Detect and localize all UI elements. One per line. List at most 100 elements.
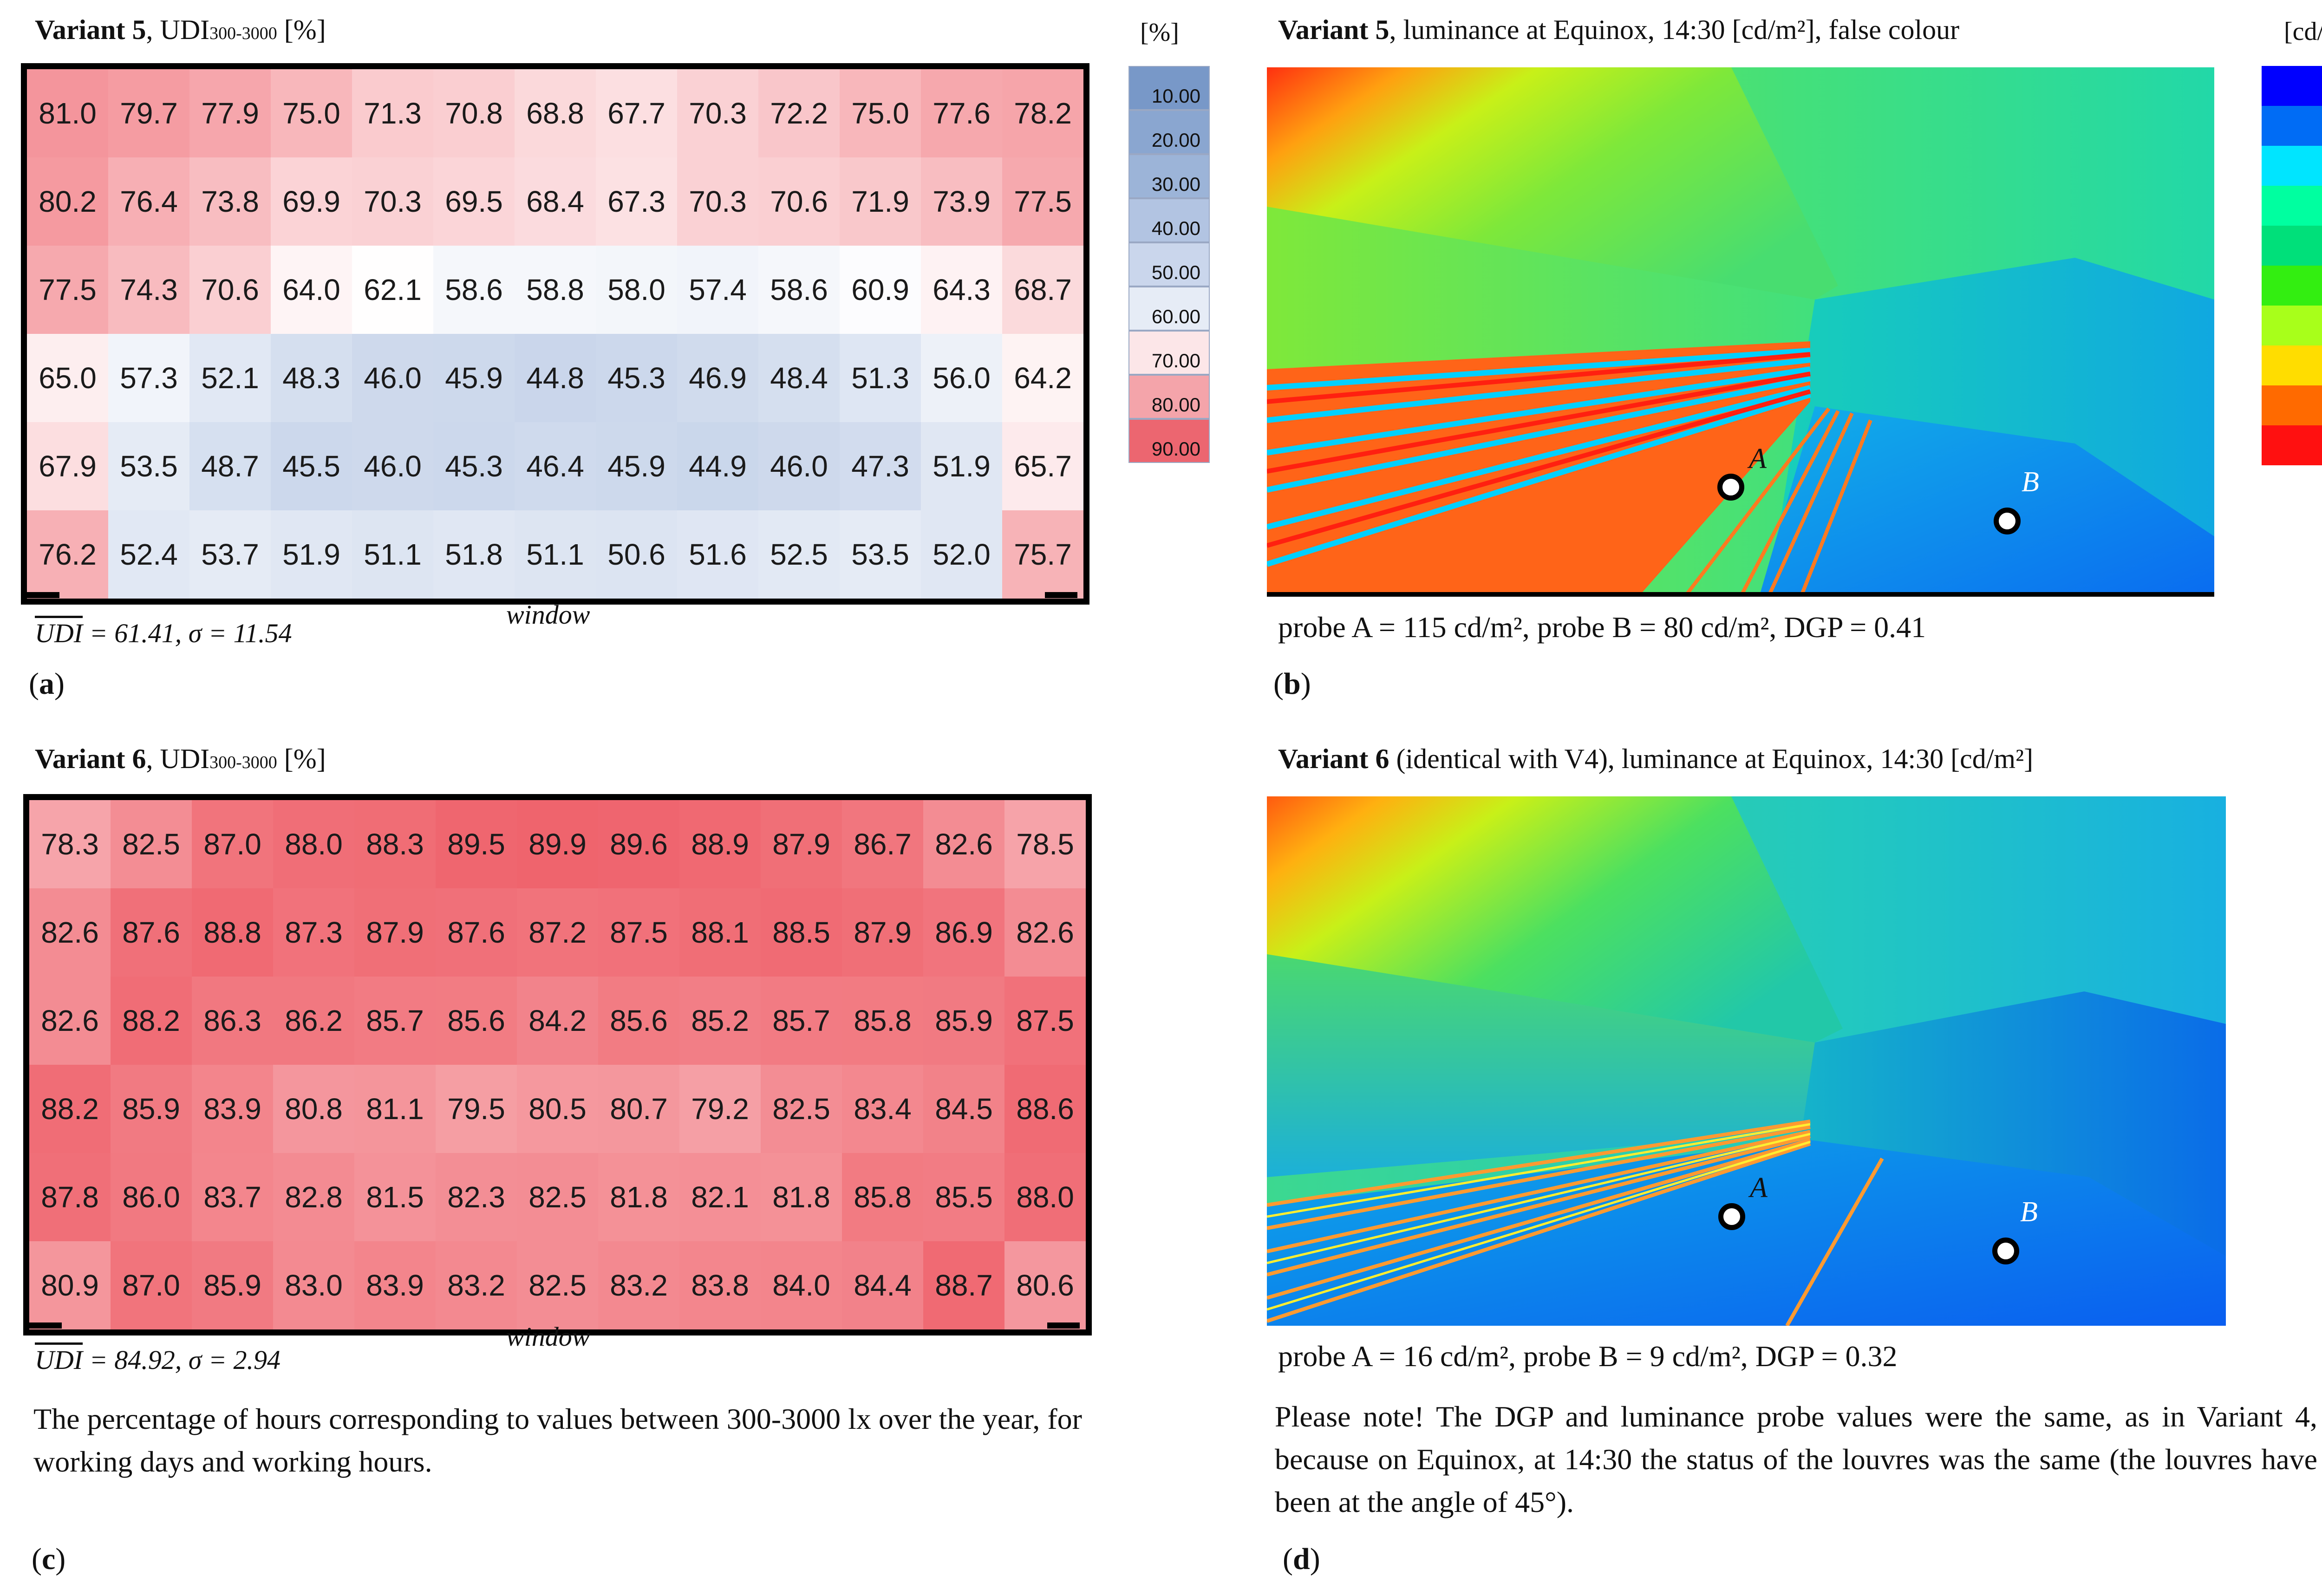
caption-c: The percentage of hours corresponding to…	[33, 1402, 1082, 1478]
heatmap-cell: 85.5	[923, 1153, 1004, 1241]
heatmap-cell: 81.8	[598, 1153, 679, 1241]
panel-d-title: Variant 6 (identical with V4), luminance…	[1278, 743, 2033, 775]
heatmap-cell: 58.6	[433, 246, 515, 334]
udi-stats-a: = 61.41, σ = 11.54	[83, 618, 292, 648]
heatmap-cell: 64.3	[921, 246, 1002, 334]
heatmap-cell: 58.0	[596, 246, 677, 334]
scale-b-title: [cd/m²]	[2284, 17, 2322, 46]
heatmap-cell: 58.6	[758, 246, 840, 334]
heatmap-cell: 70.3	[677, 157, 758, 246]
udi-heatmap-c: 78.3 82.5 87.0 88.0 88.3 89.5 89.9 89.6 88.9 87.9…	[23, 794, 1092, 1335]
legend-a-swatch: 80.00	[1128, 375, 1210, 419]
panel-b-title-rest: , luminance at Equinox, 14:30 [cd/m²], f…	[1389, 14, 1960, 45]
panel-a-title-variant: Variant 5	[35, 14, 146, 45]
heatmap-row: 80.9 87.0 85.9 83.0 83.9 83.2 82.5 83.2 83.8 84.0…	[29, 1241, 1086, 1329]
luminance-scale-row: 168	[2262, 186, 2322, 226]
legend-a-swatch: 90.00	[1128, 419, 1210, 463]
heatmap-cell: 77.6	[921, 69, 1002, 157]
heatmap-cell: 44.9	[677, 422, 758, 510]
luminance-scale-b: 04111516826835048882711601319	[2262, 66, 2322, 465]
heatmap-cell: 83.9	[354, 1241, 436, 1329]
heatmap-cell: 78.5	[1004, 800, 1086, 888]
heatmap-cell: 46.0	[758, 422, 840, 510]
heatmap-row: 67.9 53.5 48.7 45.5 46.0 45.3 46.4 45.9 44.9 46.0…	[27, 422, 1083, 510]
heatmap-cell: 80.2	[27, 157, 108, 246]
heatmap-cell: 83.2	[598, 1241, 679, 1329]
heatmap-cell: 80.8	[273, 1065, 354, 1153]
heatmap-cell: 83.9	[192, 1065, 273, 1153]
heatmap-cell: 88.8	[192, 888, 273, 977]
panel-a-title-unit: [%]	[277, 14, 326, 45]
luminance-scale-row: 268	[2262, 226, 2322, 266]
luminance-scale-row: 41	[2262, 106, 2322, 146]
heatmap-row: 65.0 57.3 52.1 48.3 46.0 45.9 44.8 45.3 46.9 48.4…	[27, 334, 1083, 422]
heatmap-cell: 86.3	[192, 977, 273, 1065]
window-label-c: window	[506, 1322, 590, 1352]
heatmap-cell: 82.3	[436, 1153, 517, 1241]
panel-a-title-udi: , UDI	[146, 14, 210, 45]
heatmap-cell: 87.8	[29, 1153, 111, 1241]
probe-a-letter-d: A	[1750, 1172, 1768, 1204]
heatmap-cell: 79.5	[436, 1065, 517, 1153]
panel-letter-c-text: c	[41, 1542, 56, 1576]
heatmap-cell: 69.9	[271, 157, 352, 246]
heatmap-cell: 76.4	[108, 157, 189, 246]
heatmap-cell: 73.8	[189, 157, 271, 246]
heatmap-cell: 51.3	[840, 334, 921, 422]
luminance-image-d	[1267, 796, 2226, 1326]
heatmap-row: 88.2 85.9 83.9 80.8 81.1 79.5 80.5 80.7 79.2 82.5…	[29, 1065, 1086, 1153]
heatmap-cell: 80.5	[517, 1065, 598, 1153]
heatmap-cell: 52.1	[189, 334, 271, 422]
heatmap-cell: 68.7	[1002, 246, 1083, 334]
udi-mean-label-a: UDI	[35, 618, 83, 648]
heatmap-cell: 48.3	[271, 334, 352, 422]
heatmap-row: 87.8 86.0 83.7 82.8 81.5 82.3 82.5 81.8 82.1 81.8…	[29, 1153, 1086, 1241]
heatmap-cell: 64.0	[271, 246, 352, 334]
heatmap-cell: 72.2	[758, 69, 840, 157]
heatmap-row: 80.2 76.4 73.8 69.9 70.3 69.5 68.4 67.3 70.3 70.6…	[27, 157, 1083, 246]
heatmap-cell: 82.5	[517, 1153, 598, 1241]
heatmap-cell: 52.0	[921, 510, 1002, 599]
panel-a-title: Variant 5, UDI300-3000 [%]	[35, 14, 326, 46]
panel-letter-a: (a)	[29, 667, 65, 701]
heatmap-row: 81.0 79.7 77.9 75.0 71.3 70.8 68.8 67.7 70.3 72.2…	[27, 69, 1083, 157]
legend-a-swatch: 40.00	[1128, 198, 1210, 242]
window-bracket-left-c	[29, 1322, 62, 1329]
heatmap-cell: 88.0	[1004, 1153, 1086, 1241]
heatmap-cell: 81.0	[27, 69, 108, 157]
heatmap-cell: 68.8	[515, 69, 596, 157]
heatmap-cell: 82.5	[761, 1065, 842, 1153]
heatmap-cell: 75.7	[1002, 510, 1083, 599]
heatmap-cell: 88.2	[29, 1065, 111, 1153]
heatmap-cell: 78.3	[29, 800, 111, 888]
stats-a: UDI = 61.41, σ = 11.54	[35, 618, 292, 649]
heatmap-cell: 89.9	[517, 800, 598, 888]
heatmap-cell: 84.2	[517, 977, 598, 1065]
luminance-scale-row: 1319	[2262, 425, 2322, 465]
probe-b-marker-d	[1992, 1238, 2019, 1264]
heatmap-cell: 80.6	[1004, 1241, 1086, 1329]
legend-a-swatch: 50.00	[1128, 242, 1210, 287]
heatmap-cell: 47.3	[840, 422, 921, 510]
heatmap-cell: 45.9	[596, 422, 677, 510]
heatmap-cell: 65.7	[1002, 422, 1083, 510]
heatmap-cell: 70.3	[352, 157, 433, 246]
legend-a-swatch: 60.00	[1128, 287, 1210, 331]
heatmap-cell: 67.3	[596, 157, 677, 246]
heatmap-cell: 85.2	[679, 977, 761, 1065]
heatmap-cell: 87.5	[598, 888, 679, 977]
panel-c-title-sub: 300-3000	[209, 753, 277, 772]
panel-letter-b: (b)	[1273, 667, 1311, 701]
heatmap-cell: 84.4	[842, 1241, 923, 1329]
heatmap-cell: 46.4	[515, 422, 596, 510]
heatmap-cell: 85.9	[923, 977, 1004, 1065]
probe-a-marker-b	[1717, 474, 1744, 501]
heatmap-cell: 48.4	[758, 334, 840, 422]
heatmap-cell: 75.0	[840, 69, 921, 157]
heatmap-cell: 82.5	[111, 800, 192, 888]
heatmap-cell: 45.3	[596, 334, 677, 422]
heatmap-cell: 70.3	[677, 69, 758, 157]
heatmap-cell: 85.9	[111, 1065, 192, 1153]
heatmap-cell: 87.5	[1004, 977, 1086, 1065]
heatmap-cell: 67.9	[27, 422, 108, 510]
